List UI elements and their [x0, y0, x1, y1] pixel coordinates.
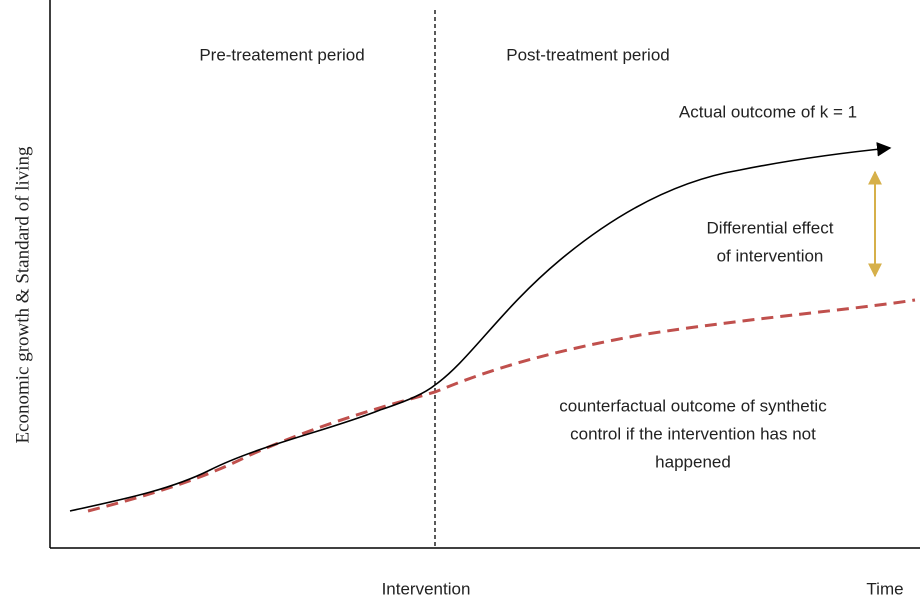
counterfactual-label: happened	[655, 452, 731, 471]
post-period-label: Post-treatment period	[506, 45, 669, 64]
x-label-intervention: Intervention	[382, 579, 471, 598]
pre-period-label: Pre-treatement period	[199, 45, 364, 64]
y-axis-label: Economic growth & Standard of living	[12, 146, 33, 444]
x-label-time: Time	[866, 579, 903, 598]
effect-label: of intervention	[717, 246, 824, 265]
actual-curve	[69, 142, 892, 512]
actual-outcome-label: Actual outcome of k = 1	[679, 102, 857, 121]
counterfactual-label: counterfactual outcome of synthetic	[559, 396, 827, 415]
counterfactual-label: control if the intervention has not	[570, 424, 816, 443]
effect-label: Differential effect	[707, 218, 834, 237]
